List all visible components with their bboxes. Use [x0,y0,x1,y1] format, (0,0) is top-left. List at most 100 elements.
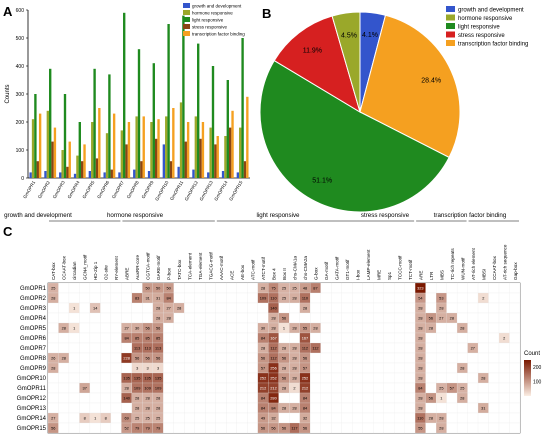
column-label: ACE [230,271,235,280]
heatmap-cell [362,412,374,424]
row-label: GmOPR1 [20,286,47,292]
panel-label-c: C [3,224,13,239]
heatmap-cell [163,352,174,364]
heatmap-cell [215,292,227,304]
heatmap-cell [435,342,447,354]
bar [44,171,47,178]
column-label: GARE-motif [156,255,161,280]
heatmap-cell [247,322,258,334]
legend-title: Count [524,351,540,357]
column-label: ABRE [125,267,130,280]
heatmap-cell [320,322,332,334]
heatmap-cell [310,392,321,404]
slice-label: 51.1% [312,178,332,185]
cell-value: 28 [271,326,275,331]
heatmap-cell [226,412,237,424]
heatmap-cell [394,412,405,424]
row-label: GmOPR9 [20,366,47,372]
heatmap-cell [58,342,70,354]
heatmap-cell [446,342,458,354]
heatmap-cell [205,282,216,294]
column-label: MBS [439,270,444,280]
heatmap-cell [226,382,237,394]
heatmap-cell [310,332,321,344]
heatmap-cell [404,412,416,424]
heatmap-cell [47,392,59,404]
heatmap-cell [477,412,489,424]
heatmap-cell [163,322,174,334]
heatmap-cell [236,362,248,374]
heatmap-cell [394,372,405,384]
heatmap-cell [383,402,395,414]
heatmap-cell [205,402,216,414]
heatmap-cell [58,282,70,294]
heatmap-cell [299,312,311,324]
heatmap-cell [488,322,500,334]
heatmap-cell [68,392,80,404]
heatmap-cell [226,422,237,434]
heatmap-cell [498,422,510,434]
column-label: TCCC-motif [397,255,402,280]
cell-value: 84 [166,296,171,301]
heatmap-cell [142,312,153,324]
cell-value: 79 [135,426,139,431]
heatmap-cell [362,392,374,404]
bar [241,38,244,178]
column-label: ARE [418,271,423,280]
cell-value: 25 [135,416,139,421]
heatmap-cell [446,412,458,424]
x-tick-label: GmOPR13 [199,180,215,202]
heatmap-cell [509,412,521,424]
heatmap-cell [89,332,101,344]
heatmap-cell [58,362,70,374]
cell-value: 28 [177,306,181,311]
column-label: GCN4_motif [83,254,88,280]
heatmap-cell [184,362,195,374]
heatmap-cell [477,332,489,344]
cell-value: 28 [62,356,66,361]
cell-value: 57 [261,366,265,371]
cell-value: 83 [135,296,139,301]
bar [150,122,153,178]
heatmap-cell [47,372,59,384]
heatmap-cell [435,372,447,384]
heatmap-cell [352,292,363,304]
cell-value: 28 [429,416,433,421]
heatmap-cell [498,382,510,394]
legend-swatch [183,17,190,22]
heatmap-cell [320,362,332,374]
heatmap-cell [425,372,437,384]
cell-value: 8 [84,416,86,421]
cell-value: 25 [156,416,160,421]
row-label: GmOPR4 [20,316,47,322]
cell-value: 28 [292,296,296,301]
column-label: TCT-motif [408,259,413,280]
heatmap-cell [331,362,342,374]
slice-label: 4.1% [362,32,378,39]
cell-value: 135 [155,376,162,381]
bar [103,172,106,178]
cell-value: 109 [134,386,141,391]
cell-value: 2 [293,386,295,391]
cell-value: 84 [418,386,423,391]
heatmap-cell [68,352,80,364]
heatmap-cell [100,402,112,414]
heatmap-cell [331,382,342,394]
y-tick-label: 500 [16,36,25,42]
heatmap-cell [163,362,174,374]
cell-value: 140 [270,306,277,311]
heatmap-cell [58,302,70,314]
heatmap-cell [509,292,521,304]
cell-value: 28 [292,406,296,411]
bar [63,94,67,178]
legend-label: light responsive [192,18,224,23]
heatmap-cell [100,282,112,294]
cell-value: 85 [135,336,139,341]
heatmap-cell [79,402,91,414]
heatmap-cell [79,352,91,364]
heatmap-cell [498,412,510,424]
heatmap-cell [341,372,353,384]
bar [167,24,170,178]
cell-value: 28 [460,326,464,331]
column-label: AT-rich element [471,247,476,280]
